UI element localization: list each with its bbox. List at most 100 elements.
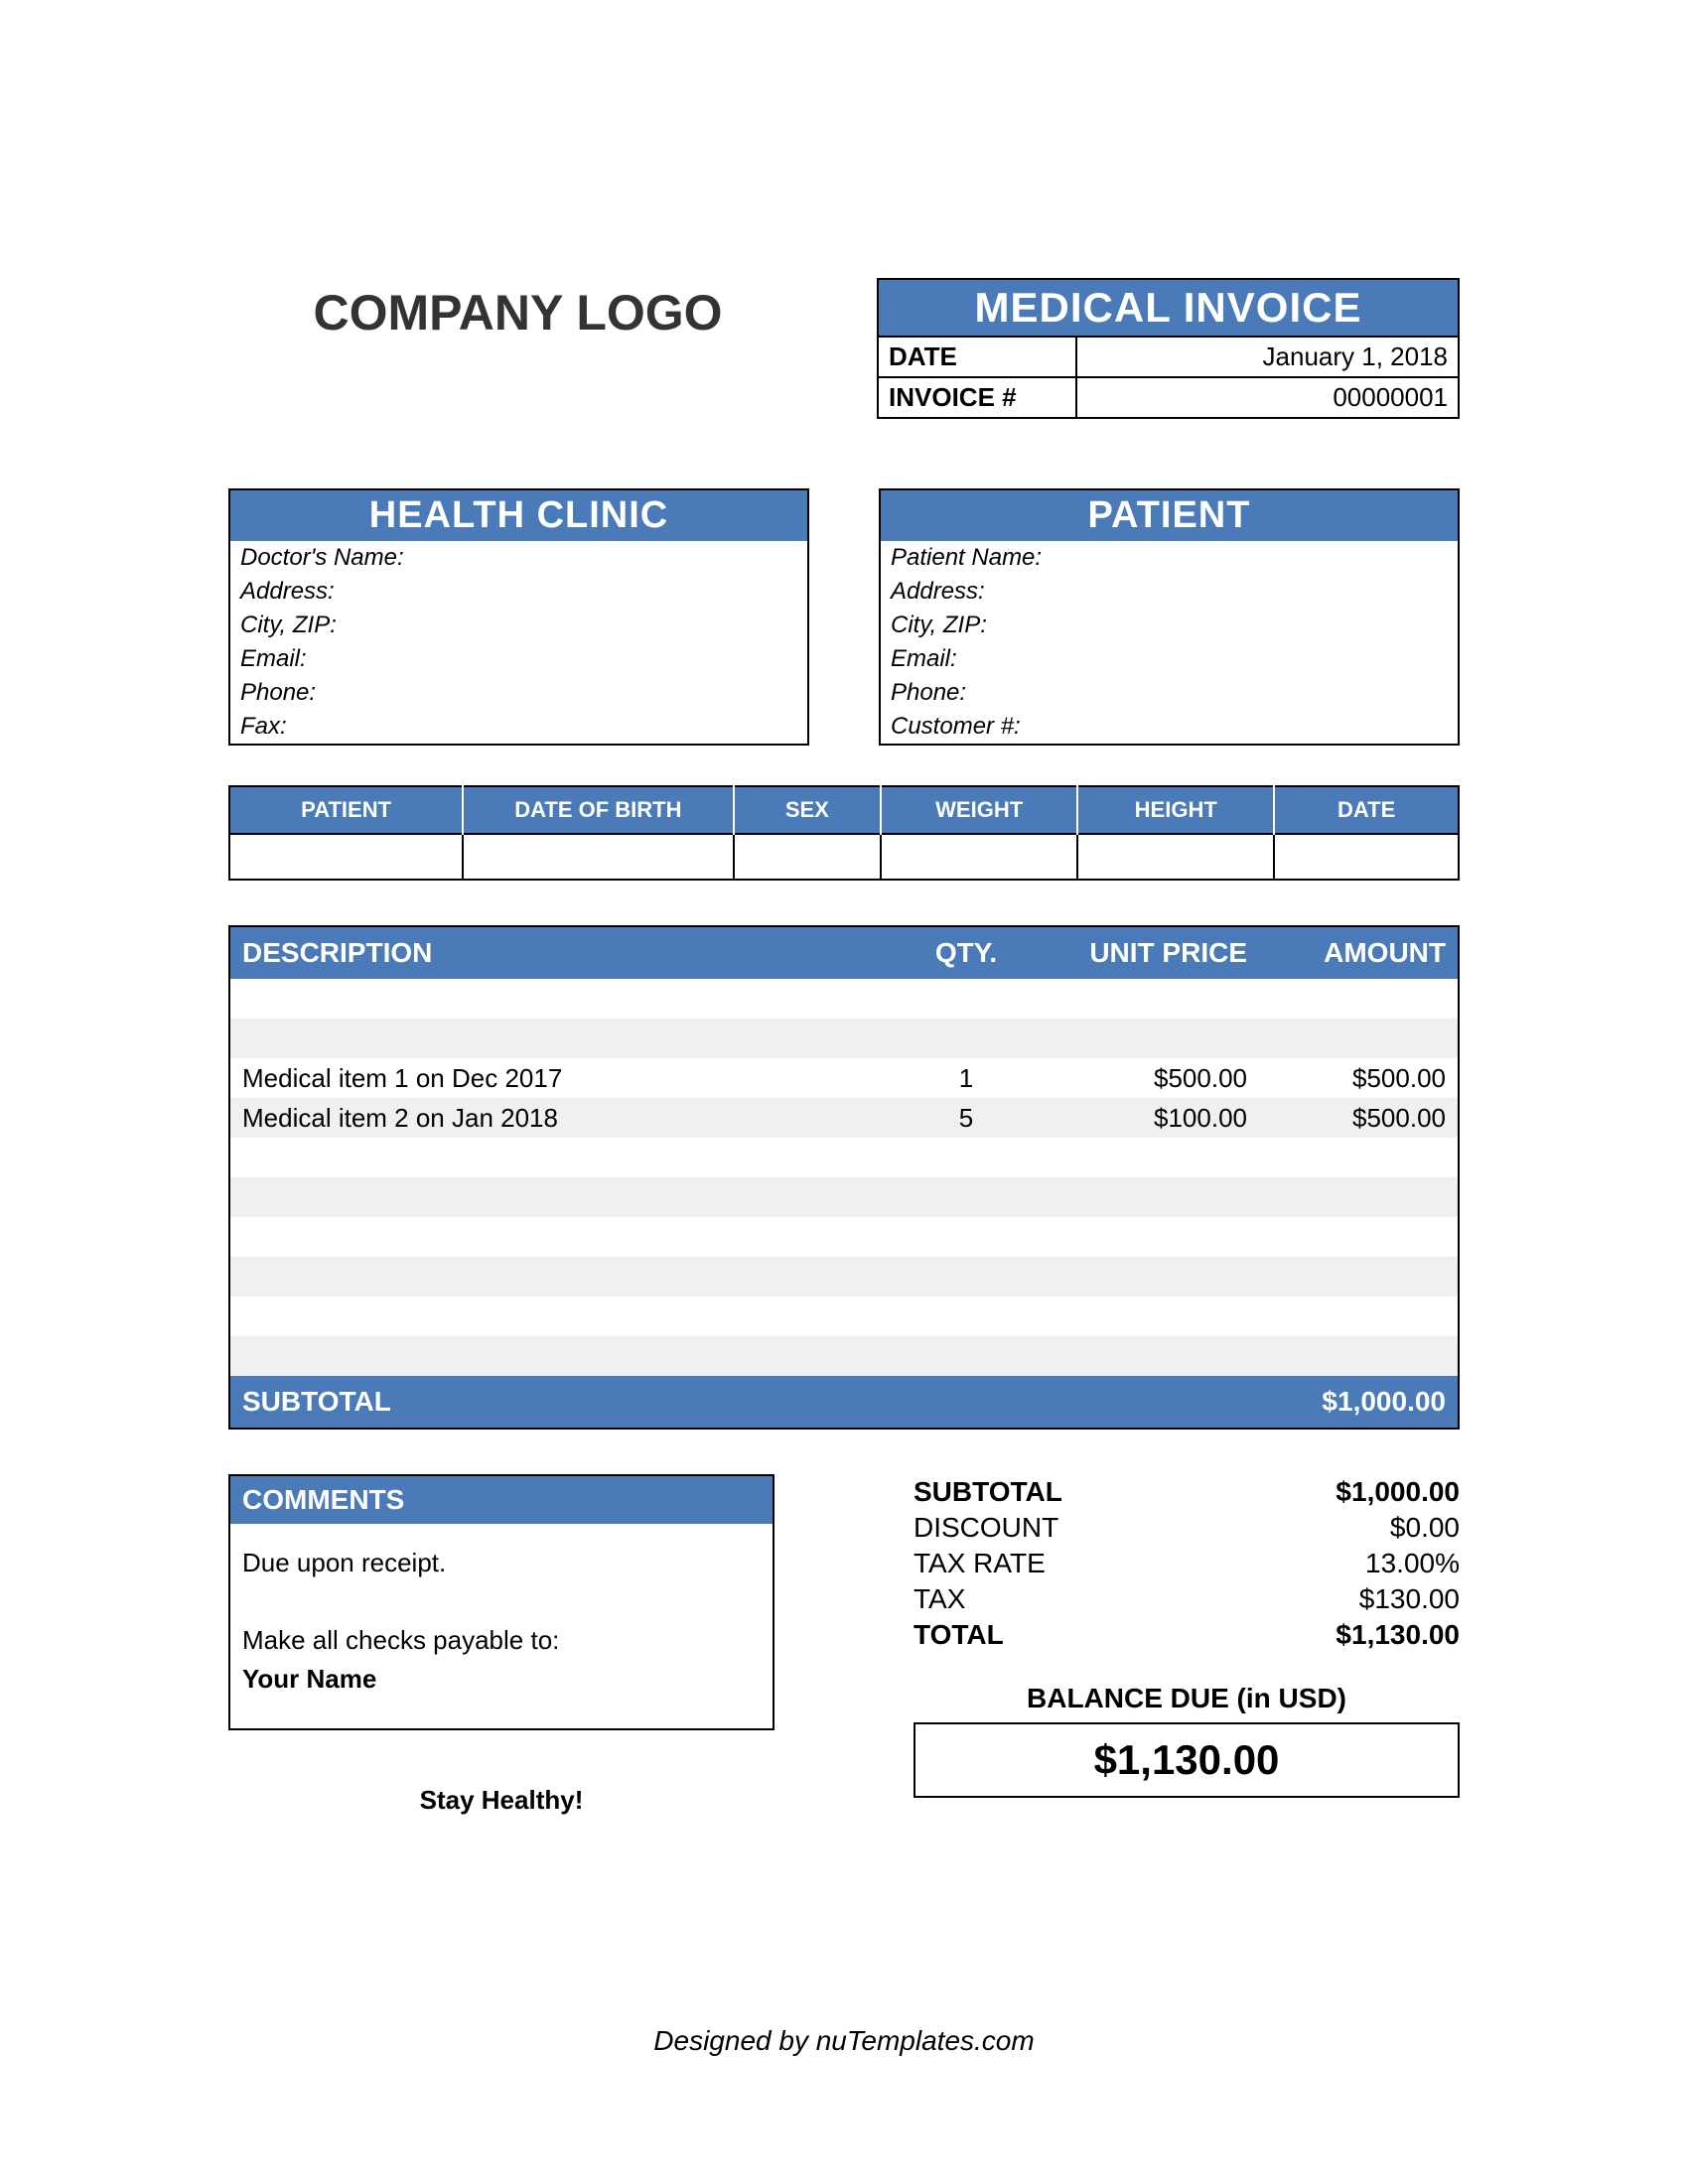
invoice-number-row: INVOICE # 00000001 bbox=[879, 376, 1458, 417]
item-amount: $500.00 bbox=[1259, 1103, 1458, 1134]
info-field: Patient Name: bbox=[881, 541, 1458, 575]
info-field: Fax: bbox=[230, 710, 807, 744]
totals-value: $1,000.00 bbox=[1241, 1476, 1460, 1508]
info-field: City, ZIP: bbox=[881, 609, 1458, 642]
comments-body: Due upon receipt. Make all checks payabl… bbox=[230, 1524, 773, 1728]
invoice-number-label: INVOICE # bbox=[879, 378, 1077, 417]
info-row: HEALTH CLINIC Doctor's Name:Address:City… bbox=[228, 488, 1460, 746]
item-amount: $500.00 bbox=[1259, 1063, 1458, 1094]
totals-label: TAX RATE bbox=[914, 1548, 1241, 1579]
subtotal-value: $1,000.00 bbox=[1259, 1376, 1458, 1428]
totals-label: DISCOUNT bbox=[914, 1512, 1241, 1544]
invoice-title: MEDICAL INVOICE bbox=[879, 280, 1458, 336]
items-row: Medical item 2 on Jan 20185$100.00$500.0… bbox=[230, 1098, 1458, 1138]
patient-detail-cell bbox=[734, 834, 882, 880]
patient-detail-header-row: PATIENTDATE OF BIRTHSEXWEIGHTHEIGHTDATE bbox=[229, 786, 1459, 834]
invoice-page: COMPANY LOGO MEDICAL INVOICE DATE Januar… bbox=[228, 278, 1460, 1816]
info-field: Customer #: bbox=[881, 710, 1458, 744]
patient-detail-table: PATIENTDATE OF BIRTHSEXWEIGHTHEIGHTDATE bbox=[228, 785, 1460, 881]
clinic-box: HEALTH CLINIC Doctor's Name:Address:City… bbox=[228, 488, 809, 746]
invoice-number-value: 00000001 bbox=[1077, 378, 1458, 417]
totals-row: SUBTOTAL$1,000.00 bbox=[914, 1474, 1460, 1510]
info-field: City, ZIP: bbox=[230, 609, 807, 642]
patient-detail-cell bbox=[1274, 834, 1459, 880]
info-field: Address: bbox=[881, 575, 1458, 609]
balance-due-value: $1,130.00 bbox=[914, 1722, 1460, 1798]
totals-row: TOTAL$1,130.00 bbox=[914, 1617, 1460, 1653]
clinic-title: HEALTH CLINIC bbox=[230, 490, 807, 541]
patient-detail-col: WEIGHT bbox=[881, 786, 1077, 834]
comments-column: COMMENTS Due upon receipt. Make all chec… bbox=[228, 1474, 774, 1816]
patient-fields: Patient Name:Address:City, ZIP:Email:Pho… bbox=[881, 541, 1458, 744]
item-desc: Medical item 2 on Jan 2018 bbox=[230, 1103, 892, 1134]
invoice-header-box: MEDICAL INVOICE DATE January 1, 2018 INV… bbox=[877, 278, 1460, 419]
totals-label: SUBTOTAL bbox=[914, 1476, 1241, 1508]
patient-detail-cell bbox=[229, 834, 463, 880]
patient-detail-col: DATE bbox=[1274, 786, 1459, 834]
totals-label: TOTAL bbox=[914, 1619, 1241, 1651]
balance-due-label: BALANCE DUE (in USD) bbox=[914, 1683, 1460, 1714]
info-field: Doctor's Name: bbox=[230, 541, 807, 575]
totals-value: $1,130.00 bbox=[1241, 1619, 1460, 1651]
date-label: DATE bbox=[879, 338, 1077, 376]
bottom-row: COMMENTS Due upon receipt. Make all chec… bbox=[228, 1474, 1460, 1816]
totals-row: TAX RATE13.00% bbox=[914, 1546, 1460, 1581]
items-row bbox=[230, 1019, 1458, 1058]
company-logo: COMPANY LOGO bbox=[313, 278, 722, 341]
patient-detail-col: SEX bbox=[734, 786, 882, 834]
info-field: Email: bbox=[230, 642, 807, 676]
items-body: Medical item 1 on Dec 20171$500.00$500.0… bbox=[230, 979, 1458, 1376]
item-price: $100.00 bbox=[1041, 1103, 1259, 1134]
info-field: Address: bbox=[230, 575, 807, 609]
col-amount: AMOUNT bbox=[1259, 927, 1458, 979]
subtotal-label: SUBTOTAL bbox=[230, 1376, 892, 1428]
comments-title: COMMENTS bbox=[230, 1476, 773, 1524]
patient-title: PATIENT bbox=[881, 490, 1458, 541]
totals-label: TAX bbox=[914, 1583, 1241, 1615]
items-row bbox=[230, 979, 1458, 1019]
comments-box: COMMENTS Due upon receipt. Make all chec… bbox=[228, 1474, 774, 1730]
col-qty: QTY. bbox=[892, 927, 1041, 979]
info-field: Phone: bbox=[881, 676, 1458, 710]
tagline: Stay Healthy! bbox=[228, 1785, 774, 1816]
items-row bbox=[230, 1257, 1458, 1297]
patient-detail-cell bbox=[1077, 834, 1274, 880]
items-row bbox=[230, 1336, 1458, 1376]
patient-detail-cell bbox=[463, 834, 733, 880]
comments-line3: Your Name bbox=[242, 1660, 761, 1699]
info-field: Phone: bbox=[230, 676, 807, 710]
totals-column: SUBTOTAL$1,000.00DISCOUNT$0.00TAX RATE13… bbox=[844, 1474, 1460, 1816]
totals-value: $130.00 bbox=[1241, 1583, 1460, 1615]
item-desc: Medical item 1 on Dec 2017 bbox=[230, 1063, 892, 1094]
totals-row: TAX$130.00 bbox=[914, 1581, 1460, 1617]
items-footer-row: SUBTOTAL $1,000.00 bbox=[230, 1376, 1458, 1428]
patient-detail-col: HEIGHT bbox=[1077, 786, 1274, 834]
items-row bbox=[230, 1138, 1458, 1177]
info-field: Email: bbox=[881, 642, 1458, 676]
items-row bbox=[230, 1297, 1458, 1336]
items-table: DESCRIPTION QTY. UNIT PRICE AMOUNT Medic… bbox=[228, 925, 1460, 1430]
item-price: $500.00 bbox=[1041, 1063, 1259, 1094]
totals-row: DISCOUNT$0.00 bbox=[914, 1510, 1460, 1546]
patient-detail-col: PATIENT bbox=[229, 786, 463, 834]
date-value: January 1, 2018 bbox=[1077, 338, 1458, 376]
col-description: DESCRIPTION bbox=[230, 927, 892, 979]
patient-box: PATIENT Patient Name:Address:City, ZIP:E… bbox=[879, 488, 1460, 746]
page-footer: Designed by nuTemplates.com bbox=[0, 2025, 1688, 2057]
invoice-date-row: DATE January 1, 2018 bbox=[879, 336, 1458, 376]
patient-detail-empty-row bbox=[229, 834, 1459, 880]
items-row: Medical item 1 on Dec 20171$500.00$500.0… bbox=[230, 1058, 1458, 1098]
clinic-fields: Doctor's Name:Address:City, ZIP:Email:Ph… bbox=[230, 541, 807, 744]
items-row bbox=[230, 1217, 1458, 1257]
top-row: COMPANY LOGO MEDICAL INVOICE DATE Januar… bbox=[228, 278, 1460, 419]
comments-line2: Make all checks payable to: bbox=[242, 1621, 761, 1660]
comments-line1: Due upon receipt. bbox=[242, 1544, 761, 1582]
col-unit-price: UNIT PRICE bbox=[1041, 927, 1259, 979]
items-row bbox=[230, 1177, 1458, 1217]
totals-value: 13.00% bbox=[1241, 1548, 1460, 1579]
logo-box: COMPANY LOGO bbox=[228, 278, 807, 419]
totals-value: $0.00 bbox=[1241, 1512, 1460, 1544]
item-qty: 1 bbox=[892, 1063, 1041, 1094]
item-qty: 5 bbox=[892, 1103, 1041, 1134]
totals-rows: SUBTOTAL$1,000.00DISCOUNT$0.00TAX RATE13… bbox=[914, 1474, 1460, 1653]
